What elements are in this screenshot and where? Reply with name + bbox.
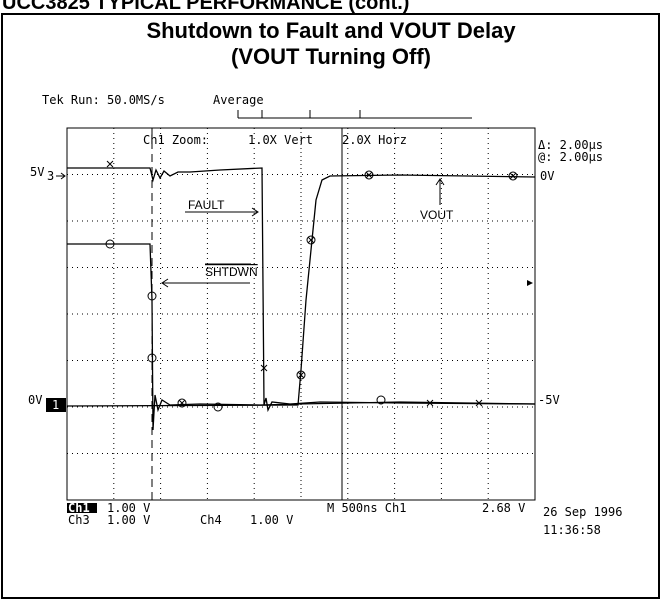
run-status: Tek Run: 50.0MS/s [42, 93, 165, 107]
ch3: Ch3 [68, 513, 90, 527]
trigger-marker [527, 280, 533, 286]
section-header: UCC3825 TYPICAL PERFORMANCE (cont.) [2, 0, 409, 14]
time: 11:36:58 [543, 523, 601, 537]
otimes-cross [308, 237, 314, 243]
vout-arrow [436, 179, 444, 205]
level-label: 5V [30, 165, 44, 179]
ch4-scale: 1.00 V [250, 513, 293, 527]
figure: UCC3825 TYPICAL PERFORMANCE (cont.) Shut… [0, 0, 662, 600]
page: UCC3825 TYPICAL PERFORMANCE (cont.) Shut… [0, 0, 662, 600]
ch3-scale: 1.00 V [107, 513, 150, 527]
fault-label: FAULT [188, 198, 225, 212]
shtdwn-arrow [162, 279, 250, 287]
channel-arrow [56, 173, 65, 179]
title: Shutdown to Fault and VOUT Delay [146, 18, 516, 43]
level-label: 0V [28, 393, 42, 407]
vout-label: VOUT [420, 208, 454, 222]
zoom-horz: 2.0X Horz [342, 133, 407, 147]
trigger-level: 2.68 V [482, 501, 525, 515]
level-label: -5V [538, 393, 560, 407]
ch4: Ch4 [200, 513, 222, 527]
level-label: 0V [540, 169, 554, 183]
timebase: M 500ns Ch1 [327, 501, 406, 515]
cursor-at: @: 2.00µs [538, 150, 603, 164]
shtdwn-label: SHTDWN [205, 265, 258, 279]
zoom-vert: 1.0X Vert [248, 133, 313, 147]
date: 26 Sep 1996 [543, 505, 622, 519]
channel-marker: 3 [47, 169, 54, 183]
markers [106, 161, 517, 411]
acq-mode: Average [213, 93, 264, 107]
channel-marker: 1 [52, 398, 59, 412]
graticule [67, 128, 535, 500]
record-bracket [238, 110, 472, 118]
zoom: Ch1 Zoom: [143, 133, 208, 147]
title: (VOUT Turning Off) [231, 44, 431, 69]
